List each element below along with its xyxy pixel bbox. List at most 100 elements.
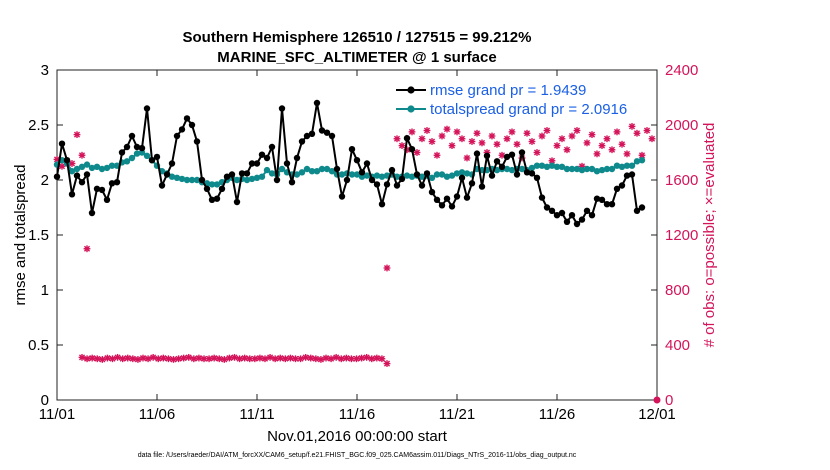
point-rmse (338, 193, 346, 200)
obs-marker-stroke (246, 355, 253, 362)
obs-count-marker (573, 127, 581, 134)
point-rmse (158, 182, 166, 189)
obs-marker-stroke (368, 355, 375, 362)
point-totalspread (338, 171, 346, 178)
point-rmse (328, 132, 336, 140)
point-rmse (188, 121, 196, 129)
obs-count-marker (144, 355, 152, 363)
point-totalspread (533, 162, 541, 169)
point-rmse (98, 186, 106, 194)
obs-count-marker (633, 129, 641, 137)
obs-marker-stroke (508, 128, 516, 135)
point-totalspread (183, 176, 191, 184)
point-rmse (578, 216, 586, 223)
point-rmse (523, 169, 531, 176)
point-rmse (433, 196, 441, 203)
point-rmse (468, 180, 476, 187)
obs-count-marker (628, 122, 636, 130)
x-tick-label: 11/01 (39, 406, 75, 423)
x-axis-label: Nov.01,2016 00:00:00 start (267, 428, 448, 445)
point-rmse (238, 170, 246, 177)
obs-count-marker (408, 128, 416, 136)
obs-count-marker (638, 151, 646, 159)
obs-count-marker (378, 355, 386, 363)
obs-marker-stroke (78, 152, 86, 159)
obs-marker-stroke (498, 152, 506, 159)
plot-area (56, 69, 658, 401)
point-rmse (288, 179, 296, 186)
obs-count-marker (448, 142, 456, 150)
obs-marker-stroke (73, 131, 81, 138)
y-right-tick-label: 2400 (665, 62, 698, 79)
obs-marker-stroke (453, 128, 461, 135)
x-tick-label: 11/26 (539, 406, 575, 423)
point-totalspread (608, 165, 616, 173)
point-rmse (363, 160, 371, 167)
point-rmse (273, 176, 281, 184)
point-totalspread (318, 165, 326, 173)
y-left-tick-label: 2 (41, 172, 49, 189)
point-rmse (313, 99, 321, 107)
obs-marker-stroke (322, 355, 330, 362)
point-totalspread (563, 165, 571, 173)
point-totalspread (358, 173, 366, 180)
y-axis-left-label: rmse and totalspread (12, 165, 29, 306)
obs-count-marker (598, 142, 606, 150)
point-rmse (583, 207, 591, 214)
obs-marker-stroke (573, 127, 581, 134)
y-left-tick-label: 0 (41, 392, 49, 409)
obs-marker-stroke (83, 245, 91, 252)
point-totalspread (178, 175, 186, 183)
point-totalspread (108, 162, 116, 169)
point-rmse (513, 171, 521, 178)
point-rmse (198, 176, 206, 184)
point-rmse (268, 143, 276, 151)
obs-count-marker (393, 135, 401, 143)
point-rmse (348, 146, 356, 153)
series-layer (53, 99, 646, 228)
point-totalspread (463, 170, 471, 177)
point-rmse (178, 126, 186, 133)
obs-marker-stroke (473, 130, 481, 137)
point-totalspread (638, 157, 646, 164)
obs-marker-stroke (89, 355, 96, 362)
point-rmse (218, 185, 226, 192)
y-right-tick-label: 400 (665, 337, 690, 354)
y-right-tick-label: 1200 (665, 227, 698, 244)
point-rmse (483, 152, 491, 159)
obs-count-marker (413, 149, 421, 156)
point-rmse (118, 149, 126, 156)
obs-count-marker (588, 131, 596, 139)
point-totalspread (173, 174, 181, 181)
point-totalspread (403, 172, 411, 179)
point-rmse (243, 170, 251, 177)
point-totalspread (133, 150, 141, 157)
point-totalspread (553, 163, 561, 170)
point-rmse (423, 170, 431, 177)
point-totalspread (588, 165, 596, 173)
obs-marker-stroke (231, 354, 238, 361)
obs-marker-stroke (358, 355, 365, 362)
point-totalspread (538, 162, 546, 169)
point-totalspread (448, 172, 456, 179)
point-rmse (333, 165, 341, 173)
point-rmse (418, 182, 426, 189)
obs-count-marker (134, 356, 142, 363)
point-rmse (53, 173, 61, 180)
obs-marker-stroke (170, 356, 177, 363)
obs-count-marker (149, 353, 157, 361)
obs-count-marker (453, 128, 461, 136)
obs-marker-stroke (302, 354, 309, 361)
obs-marker-stroke (94, 355, 101, 362)
point-totalspread (508, 166, 516, 174)
point-rmse (228, 171, 236, 178)
obs-count-marker (653, 396, 661, 404)
obs-marker-stroke (200, 355, 208, 362)
point-totalspread (243, 176, 251, 184)
point-rmse (568, 212, 576, 219)
obs-count-marker (438, 132, 446, 140)
point-totalspread (363, 172, 371, 179)
obs-count-marker (241, 354, 249, 362)
obs-marker-stroke (155, 355, 162, 362)
obs-count-markers (53, 122, 661, 404)
